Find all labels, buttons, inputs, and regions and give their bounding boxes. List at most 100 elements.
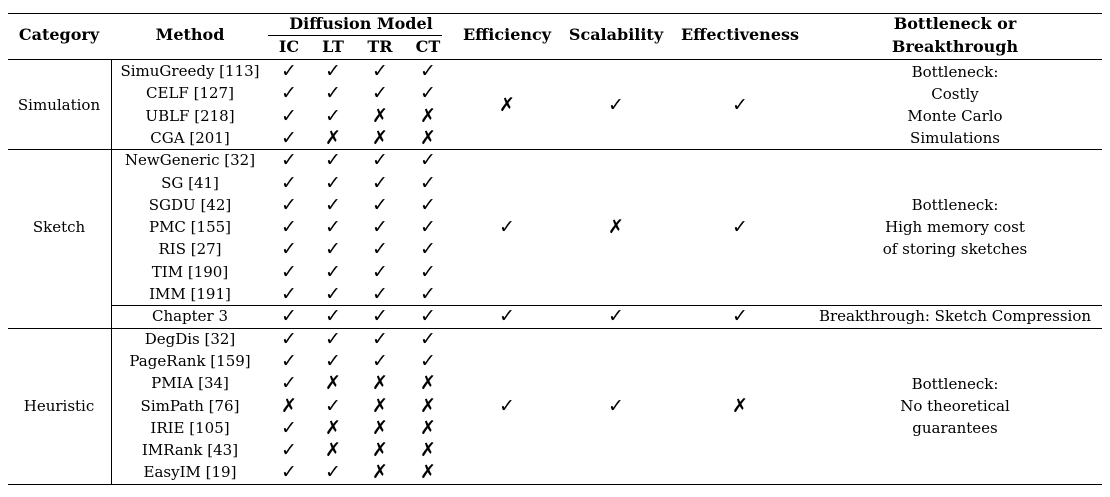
check-mark-icon: ✓ [608, 305, 624, 328]
method-cell: IRIE [105] [150, 418, 230, 437]
check-mark-icon: ✓ [281, 60, 297, 82]
header-ic: IC [278, 37, 300, 56]
check-mark-icon: ✓ [281, 416, 297, 439]
bottleneck-note-line: Monte Carlo [907, 106, 1003, 125]
check-mark-icon: ✓ [420, 216, 436, 239]
check-mark-icon: ✓ [281, 349, 297, 372]
check-mark-icon: ✓ [325, 60, 341, 82]
check-mark-icon: ✓ [420, 193, 436, 216]
method-cell: SGDU [42] [148, 195, 232, 214]
header-lt: LT [322, 37, 344, 56]
check-mark-icon: ✓ [281, 238, 297, 261]
cross-mark-icon: ✗ [325, 126, 341, 149]
check-mark-icon: ✓ [420, 149, 436, 172]
header-method: Method [155, 25, 225, 44]
check-mark-icon: ✓ [325, 216, 341, 239]
check-mark-icon: ✓ [372, 149, 388, 172]
method-cell: IMM [191] [149, 285, 231, 303]
check-mark-icon: ✓ [420, 82, 436, 105]
check-mark-icon: ✓ [325, 82, 341, 105]
top-rule [8, 13, 1102, 14]
check-mark-icon: ✓ [372, 216, 388, 239]
check-mark-icon: ✓ [281, 126, 297, 149]
check-mark-icon: ✓ [281, 372, 297, 395]
header-effectiveness: Effectiveness [680, 25, 800, 44]
cross-mark-icon: ✗ [420, 461, 436, 484]
header-category: Category [18, 25, 100, 44]
cross-mark-icon: ✗ [608, 216, 624, 239]
check-mark-icon: ✓ [325, 171, 341, 194]
cross-mark-icon: ✗ [732, 394, 748, 417]
check-mark-icon: ✓ [420, 171, 436, 194]
check-mark-icon: ✓ [372, 305, 388, 328]
cross-mark-icon: ✗ [372, 104, 388, 127]
check-mark-icon: ✓ [499, 305, 515, 328]
bottleneck-note-line: Costly [931, 84, 979, 103]
bottleneck-note-line: Bottleneck: [911, 62, 999, 81]
chapter3-top-rule [112, 305, 1102, 307]
check-mark-icon: ✓ [499, 394, 515, 417]
method-cell: CGA [201] [150, 128, 230, 147]
cross-mark-icon: ✗ [420, 416, 436, 439]
check-mark-icon: ✓ [732, 93, 748, 116]
check-mark-icon: ✓ [325, 461, 341, 484]
method-cell: UBLF [218] [145, 106, 235, 125]
method-cell: PMC [155] [148, 218, 232, 237]
method-cell: RIS [27] [158, 240, 222, 259]
cross-mark-icon: ✗ [420, 126, 436, 149]
category-label: Sketch [32, 218, 86, 237]
method-cell: EasyIM [19] [143, 463, 237, 482]
check-mark-icon: ✓ [420, 305, 436, 328]
check-mark-icon: ✓ [281, 305, 297, 328]
check-mark-icon: ✓ [325, 349, 341, 372]
check-mark-icon: ✓ [281, 327, 297, 350]
bottleneck-note-line: High memory cost [885, 218, 1025, 237]
check-mark-icon: ✓ [608, 394, 624, 417]
diffusion-model-underline [268, 35, 442, 36]
check-mark-icon: ✓ [281, 216, 297, 239]
category-label: Simulation [17, 95, 101, 114]
header-tr: TR [367, 37, 393, 56]
header-ct: CT [415, 37, 441, 56]
cross-mark-icon: ✗ [372, 394, 388, 417]
category-separator [111, 59, 112, 484]
check-mark-icon: ✓ [281, 82, 297, 105]
group-rule [8, 149, 1102, 151]
cross-mark-icon: ✗ [372, 461, 388, 484]
method-cell: SimPath [76] [140, 396, 240, 415]
check-mark-icon: ✓ [281, 149, 297, 172]
method-cell: IMRank [43] [141, 441, 239, 460]
check-mark-icon: ✓ [281, 283, 297, 305]
check-mark-icon: ✓ [499, 216, 515, 239]
check-mark-icon: ✓ [281, 260, 297, 283]
header-diffusion-model: Diffusion Model [289, 14, 433, 33]
group-rule [8, 327, 1102, 329]
bottleneck-note-line: Bottleneck: [911, 196, 999, 215]
method-cell: Chapter 3 [151, 307, 229, 326]
check-mark-icon: ✓ [372, 193, 388, 216]
check-mark-icon: ✓ [325, 305, 341, 328]
check-mark-icon: ✓ [420, 349, 436, 372]
check-mark-icon: ✓ [325, 193, 341, 216]
method-cell: PMIA [34] [151, 374, 229, 393]
cross-mark-icon: ✗ [325, 439, 341, 462]
check-mark-icon: ✓ [325, 327, 341, 350]
bottleneck-note-line: Simulations [910, 128, 1000, 147]
header-efficiency: Efficiency [462, 25, 552, 44]
check-mark-icon: ✓ [325, 238, 341, 261]
check-mark-icon: ✓ [325, 283, 341, 305]
check-mark-icon: ✓ [325, 260, 341, 283]
check-mark-icon: ✓ [372, 82, 388, 105]
method-cell: TIM [190] [151, 262, 229, 281]
bottleneck-note-line: Breakthrough: Sketch Compression [818, 307, 1092, 326]
cross-mark-icon: ✗ [420, 104, 436, 127]
check-mark-icon: ✓ [325, 149, 341, 172]
cross-mark-icon: ✗ [325, 416, 341, 439]
check-mark-icon: ✓ [732, 305, 748, 328]
check-mark-icon: ✓ [420, 283, 436, 305]
header-bottom-rule [8, 59, 1102, 60]
bottom-rule [8, 483, 1102, 485]
cross-mark-icon: ✗ [420, 439, 436, 462]
check-mark-icon: ✓ [420, 260, 436, 283]
check-mark-icon: ✓ [732, 216, 748, 239]
